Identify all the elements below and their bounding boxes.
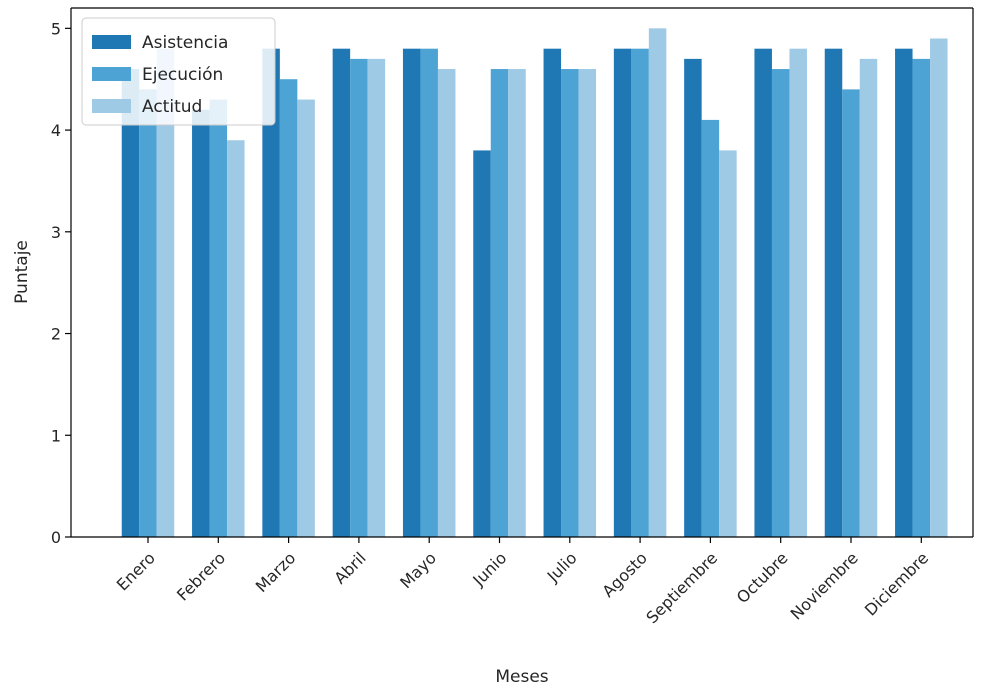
bar-asistencia-marzo [262, 48, 280, 537]
bar-actitud-agosto [648, 28, 667, 537]
bar-asistencia-julio [543, 48, 562, 537]
bar-ejecuci-n-junio [490, 69, 509, 537]
bar-ejecuci-n-noviembre [842, 89, 860, 537]
bar-asistencia-mayo [402, 48, 421, 537]
x-tick-label-marzo: Marzo [252, 548, 300, 596]
legend-label-ejecuci-n: Ejecución [142, 65, 223, 85]
bar-actitud-julio [578, 69, 597, 537]
x-tick-label-septiembre: Septiembre [642, 548, 721, 627]
legend-label-actitud: Actitud [142, 97, 202, 117]
bar-ejecuci-n-octubre [771, 69, 790, 537]
bar-ejecuci-n-mayo [420, 48, 438, 537]
bar-asistencia-agosto [613, 48, 632, 537]
bar-ejecuci-n-agosto [631, 48, 649, 537]
bar-asistencia-junio [473, 150, 491, 538]
bar-ejecuci-n-julio [561, 69, 579, 537]
bar-actitud-octubre [789, 48, 807, 537]
legend-swatch-ejecuci-n [92, 67, 131, 81]
bar-actitud-febrero [227, 140, 245, 537]
y-tick-label: 3 [51, 223, 61, 242]
bars-layer [121, 28, 948, 538]
legend-label-asistencia: Asistencia [142, 33, 228, 53]
bar-ejecuci-n-enero [139, 89, 157, 537]
bar-actitud-septiembre [719, 150, 737, 538]
axes-layer [65, 7, 974, 543]
x-axis-label: Meses [495, 667, 548, 687]
x-tick-label-noviembre: Noviembre [787, 548, 862, 623]
bar-actitud-enero [156, 48, 175, 537]
y-tick-label: 0 [51, 528, 61, 547]
bar-ejecuci-n-diciembre [912, 58, 931, 538]
y-tick-labels: 0 1 2 3 4 5 [51, 19, 61, 547]
x-tick-label-octubre: Octubre [733, 548, 792, 607]
y-tick-label: 5 [51, 19, 61, 38]
bar-actitud-marzo [297, 99, 315, 537]
bar-ejecuci-n-febrero [209, 99, 228, 537]
x-tick-label-junio: Junio [468, 548, 510, 590]
x-tick-label-julio: Julio [543, 548, 581, 586]
y-tick-label: 1 [51, 426, 61, 445]
bar-asistencia-enero [121, 69, 140, 537]
x-tick-label-agosto: Agosto [598, 548, 651, 601]
bar-asistencia-noviembre [824, 48, 843, 537]
bar-ejecuci-n-marzo [279, 79, 298, 538]
y-tick-label: 4 [51, 121, 61, 140]
x-tick-labels: Enero Febrero Marzo Abril Mayo Junio Julio Agos… [113, 548, 932, 627]
legend: Asistencia Ejecución Actitud [81, 17, 276, 126]
x-tick-label-mayo: Mayo [396, 548, 440, 592]
legend-swatch-actitud [92, 99, 131, 113]
x-tick-label-diciembre: Diciembre [861, 548, 932, 619]
bar-actitud-junio [508, 69, 526, 537]
bar-asistencia-febrero [192, 109, 210, 537]
bar-actitud-abril [367, 58, 386, 538]
legend-swatch-asistencia [92, 35, 131, 49]
bar-ejecuci-n-abril [350, 58, 368, 538]
x-tick-label-enero: Enero [113, 548, 159, 594]
y-axis-label: Puntaje [12, 240, 32, 304]
bar-actitud-mayo [437, 69, 456, 537]
x-tick-label-febrero: Febrero [173, 548, 229, 604]
bar-actitud-noviembre [859, 58, 878, 538]
bar-asistencia-diciembre [895, 48, 913, 537]
bar-actitud-diciembre [930, 38, 948, 538]
bar-asistencia-octubre [754, 48, 772, 537]
bar-asistencia-abril [332, 48, 351, 537]
bar-asistencia-septiembre [684, 58, 702, 538]
x-tick-label-abril: Abril [330, 548, 369, 587]
y-tick-label: 2 [51, 325, 61, 344]
bar-ejecuci-n-septiembre [701, 119, 720, 538]
